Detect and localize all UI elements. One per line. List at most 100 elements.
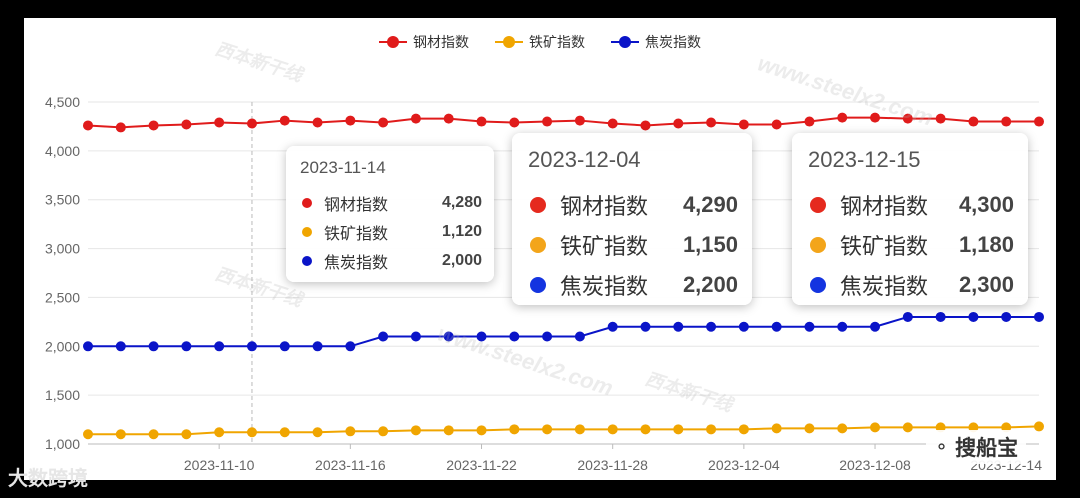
data-point-2 (476, 331, 487, 342)
data-point-1 (1034, 421, 1044, 432)
tooltip-2023-12-04: 2023-12-04 钢材指数 4,290 铁矿指数 1,150 焦炭指数 2,… (512, 133, 752, 305)
data-point-2 (706, 321, 717, 332)
tooltip-value: 2,000 (441, 251, 482, 269)
data-point-2 (181, 341, 192, 352)
tooltip-value: 4,290 (682, 192, 738, 217)
data-point-2 (968, 311, 979, 322)
data-point-2 (443, 331, 454, 342)
data-point-0 (935, 113, 946, 124)
data-point-2 (279, 341, 290, 352)
y-tick-label: 3,000 (45, 241, 80, 257)
tooltip-dot-coke (530, 277, 546, 293)
data-point-1 (279, 427, 290, 438)
y-tick-label: 2,000 (45, 338, 80, 354)
tooltip-row-steel: 钢材指数 4,290 (526, 185, 738, 225)
data-point-2 (378, 331, 389, 342)
tooltip-name: 焦炭指数 (840, 274, 929, 299)
tooltip-row-coke: 焦炭指数 2,000 (298, 246, 482, 275)
x-tick-label: 2023-11-22 (446, 457, 517, 473)
data-point-1 (214, 427, 225, 438)
data-point-0 (1034, 116, 1044, 127)
data-point-2 (574, 331, 585, 342)
data-point-1 (673, 424, 684, 435)
data-point-0 (870, 112, 881, 123)
x-tick-label: 2023-11-28 (577, 457, 648, 473)
tooltip-value: 4,300 (958, 192, 1014, 217)
tooltip-dot-iron-ore (810, 237, 826, 253)
tooltip-row-coke: 焦炭指数 2,300 (806, 265, 1014, 305)
x-tick-label: 2023-12-08 (839, 457, 911, 473)
data-point-1 (83, 429, 93, 440)
data-point-2 (607, 321, 618, 332)
data-point-2 (771, 321, 782, 332)
data-point-2 (148, 341, 159, 352)
data-point-0 (771, 119, 782, 130)
data-point-0 (181, 119, 192, 130)
tooltip-name: 铁矿指数 (840, 234, 929, 259)
y-tick-label: 2,500 (45, 289, 80, 305)
data-point-0 (378, 117, 389, 128)
legend: 钢材指数 铁矿指数 焦炭指数 (24, 32, 1056, 52)
chart-panel: 1,000 1,500 2,000 2,500 3,000 3,500 4,000 4,500… (24, 18, 1056, 480)
data-point-0 (673, 118, 684, 129)
x-tick-label: 2023-11-16 (315, 457, 386, 473)
data-point-2 (542, 331, 553, 342)
data-point-0 (345, 115, 356, 126)
y-tick-label: 1,000 (45, 436, 80, 452)
data-point-2 (673, 321, 684, 332)
tooltip-name: 铁矿指数 (560, 234, 649, 259)
data-point-0 (902, 113, 913, 124)
wechat-icon: ⚬ (934, 436, 950, 457)
data-point-0 (115, 122, 126, 133)
data-point-0 (476, 116, 487, 127)
corner-watermark-right-text: 搜船宝 (955, 437, 1019, 460)
corner-watermark-right: ⚬ 搜船宝 (926, 430, 1027, 464)
data-point-1 (148, 429, 159, 440)
data-point-0 (542, 116, 553, 127)
data-point-2 (246, 341, 257, 352)
data-point-0 (1001, 116, 1012, 127)
data-point-2 (738, 321, 749, 332)
data-point-1 (1001, 422, 1012, 433)
data-point-1 (410, 425, 421, 436)
tooltip-dot-iron-ore (302, 226, 312, 237)
tooltip-value: 1,150 (682, 232, 738, 257)
legend-item-steel[interactable]: 钢材指数 (379, 32, 469, 52)
data-point-0 (312, 117, 323, 128)
tooltip-row-steel: 钢材指数 4,300 (806, 185, 1014, 225)
data-point-0 (640, 120, 651, 131)
data-point-1 (443, 425, 454, 436)
data-point-2 (115, 341, 126, 352)
data-point-1 (574, 424, 585, 435)
tooltip-row-coke: 焦炭指数 2,200 (526, 265, 738, 305)
data-point-0 (607, 118, 618, 129)
data-point-1 (378, 426, 389, 437)
series-line-0 (87, 116, 1039, 129)
data-point-1 (804, 423, 815, 434)
tooltip-name: 焦炭指数 (324, 254, 389, 272)
data-point-1 (312, 427, 323, 438)
data-point-1 (115, 429, 126, 440)
data-point-1 (542, 424, 553, 435)
data-point-0 (804, 116, 815, 127)
tooltip-dot-steel (810, 197, 826, 213)
data-point-0 (214, 117, 225, 128)
tooltip-2023-11-14: 2023-11-14 钢材指数 4,280 铁矿指数 1,120 焦炭指数 2,… (286, 146, 494, 282)
tooltip-date: 2023-12-15 (808, 147, 921, 172)
data-point-0 (738, 119, 749, 130)
data-point-2 (509, 331, 520, 342)
data-point-2 (640, 321, 651, 332)
legend-item-coke[interactable]: 焦炭指数 (611, 32, 701, 52)
data-point-2 (1034, 311, 1044, 322)
legend-label-iron-ore: 铁矿指数 (529, 34, 585, 50)
data-point-1 (771, 423, 782, 434)
tooltip-dot-coke (810, 277, 826, 293)
data-point-2 (312, 341, 323, 352)
legend-item-iron-ore[interactable]: 铁矿指数 (495, 32, 585, 52)
data-point-0 (574, 115, 585, 126)
y-tick-label: 4,000 (45, 143, 80, 159)
data-point-1 (968, 422, 979, 433)
legend-marker-iron-ore (495, 36, 523, 48)
tooltip-value: 1,180 (958, 232, 1014, 257)
y-tick-label: 1,500 (45, 387, 80, 403)
